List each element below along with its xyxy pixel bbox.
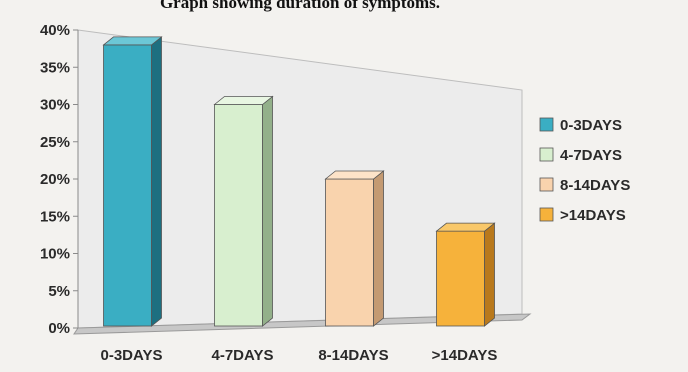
bar-front	[214, 104, 263, 327]
bar-side	[373, 170, 384, 327]
y-tick-label: 15%	[40, 208, 70, 225]
bar-top	[213, 96, 274, 105]
y-tick-label: 40%	[40, 22, 70, 39]
x-tick-label: 8-14DAYS	[318, 347, 388, 364]
bar-front	[325, 178, 374, 327]
y-axis: 0% 5% 10% 15% 20% 25% 30% 35% 40%	[40, 22, 79, 337]
x-tick-label: 0-3DAYS	[101, 347, 163, 364]
bar-side	[262, 95, 273, 327]
legend-item: 0-3DAYS	[539, 117, 622, 134]
legend-label: 4-7DAYS	[560, 147, 622, 164]
legend-label: 0-3DAYS	[560, 117, 622, 134]
bar-side	[484, 222, 495, 327]
plot-area	[73, 29, 532, 335]
y-tick-label: 25%	[40, 134, 70, 151]
x-tick-label: >14DAYS	[432, 347, 498, 364]
bar-8-14DAYS	[324, 170, 385, 327]
y-tick-label: 0%	[48, 320, 70, 337]
y-tick-label: 20%	[40, 171, 70, 188]
chart-title: Graph showing duration of symptoms.	[160, 0, 440, 12]
legend-item: 8-14DAYS	[539, 177, 630, 194]
legend: 0-3DAYS 4-7DAYS 8-14DAYS >14DAYS	[539, 117, 630, 224]
bar-side	[151, 36, 162, 327]
legend-item: 4-7DAYS	[539, 147, 622, 164]
legend-item: >14DAYS	[539, 207, 626, 224]
legend-swatch	[539, 177, 554, 192]
legend-label: >14DAYS	[560, 207, 626, 224]
x-axis: 0-3DAYS 4-7DAYS 8-14DAYS >14DAYS	[101, 347, 498, 364]
x-tick-label: 4-7DAYS	[212, 347, 274, 364]
bars-group	[102, 36, 496, 327]
y-tick-label: 30%	[40, 97, 70, 114]
bar-front	[436, 230, 485, 327]
bar-top	[435, 222, 496, 232]
bar-top	[102, 36, 163, 46]
y-tick-label: 5%	[48, 283, 70, 300]
bar-0-3DAYS	[102, 36, 163, 327]
legend-swatch	[539, 147, 554, 162]
bar-4-7DAYS	[213, 95, 274, 327]
legend-swatch	[539, 207, 554, 222]
bar-front	[103, 44, 152, 327]
bar-top	[324, 170, 385, 180]
bar->14DAYS	[435, 222, 496, 327]
y-tick-label: 10%	[40, 246, 70, 263]
y-tick-label: 35%	[40, 59, 70, 76]
legend-label: 8-14DAYS	[560, 177, 630, 194]
legend-swatch	[539, 117, 554, 132]
